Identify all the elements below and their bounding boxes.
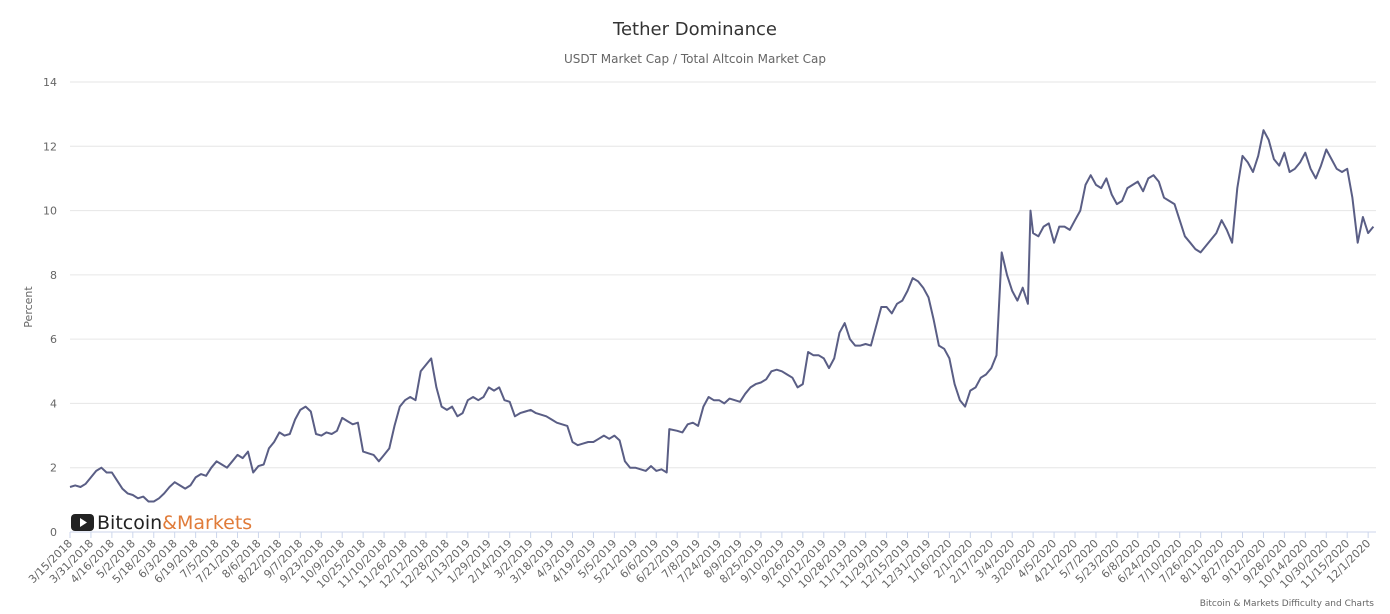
- y-axis-ticks: 0 2 4 6 8 10 12 14: [43, 76, 57, 539]
- y-tick-label: 6: [50, 333, 57, 346]
- logo-word-bitcoin: Bitcoin: [97, 512, 162, 534]
- logo-word-markets: &Markets: [162, 512, 252, 534]
- series-group: [69, 129, 1375, 503]
- y-tick-label: 10: [43, 205, 57, 218]
- chart-title: Tether Dominance: [612, 19, 777, 40]
- logo: Bitcoin&Markets: [71, 512, 252, 534]
- y-axis-title: Percent: [22, 286, 35, 328]
- logo-text: Bitcoin&Markets: [97, 512, 252, 534]
- y-tick-label: 14: [43, 76, 57, 89]
- y-tick-label: 0: [50, 526, 57, 539]
- chart-credits[interactable]: Bitcoin & Markets Difficulty and Charts: [1200, 599, 1375, 609]
- series-line[interactable]: [69, 129, 1375, 503]
- y-tick-label: 8: [50, 269, 57, 282]
- chart-subtitle: USDT Market Cap / Total Altcoin Market C…: [564, 52, 826, 66]
- x-axis: 3/15/20183/31/20184/16/20185/2/20185/18/…: [26, 532, 1373, 591]
- y-gridlines: [70, 81, 1376, 533]
- play-icon: [80, 518, 87, 527]
- y-tick-label: 4: [50, 397, 57, 410]
- y-tick-label: 2: [50, 462, 57, 475]
- y-tick-label: 12: [43, 140, 57, 153]
